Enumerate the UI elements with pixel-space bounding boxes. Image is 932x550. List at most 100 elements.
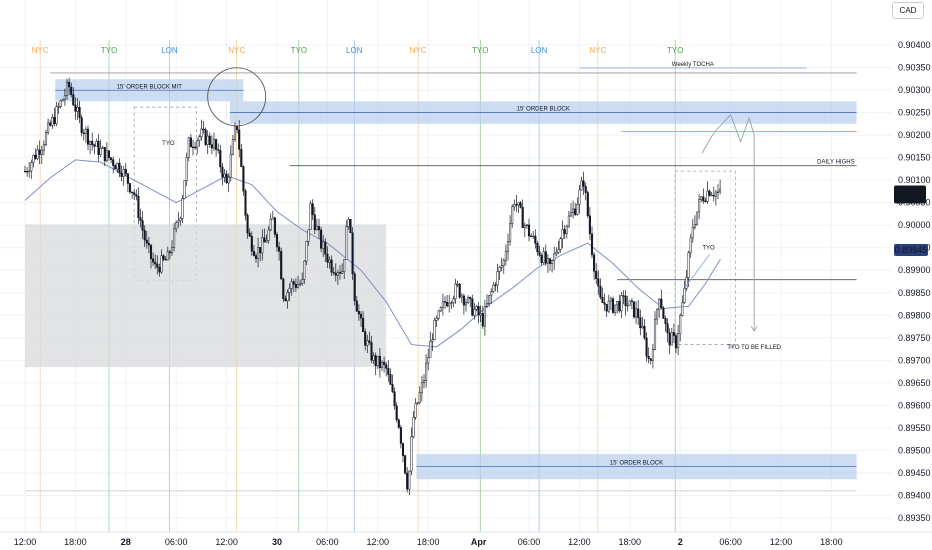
time-tick-label: 12:00 — [568, 537, 591, 547]
candle-body — [200, 128, 203, 137]
candle-body — [481, 313, 484, 327]
candle-body — [47, 122, 50, 133]
candle-body — [53, 117, 56, 124]
box-label: TYO — [162, 141, 175, 147]
candle-body — [324, 241, 327, 255]
time-tick-label: 06:00 — [165, 537, 188, 547]
last-price-label: 0.90068 — [896, 196, 923, 205]
candle-body — [450, 302, 453, 304]
candle-body — [51, 117, 54, 126]
candle-body — [559, 238, 562, 250]
time-tick-label: Apr — [471, 537, 487, 547]
time-tick-label: 06:00 — [316, 537, 339, 547]
candle-body — [572, 208, 575, 213]
candle-body — [439, 307, 442, 312]
candle-body — [383, 361, 386, 365]
candle-body — [141, 220, 144, 231]
candle-body — [257, 247, 260, 259]
candle-body — [414, 403, 417, 418]
session-label: TYO — [101, 46, 117, 55]
candle-body — [555, 252, 558, 255]
candle-body — [534, 235, 537, 244]
candle-body — [443, 301, 447, 303]
candle-body — [708, 190, 711, 196]
candle-body — [343, 259, 346, 272]
candle-body — [233, 125, 237, 140]
candle-body — [603, 302, 606, 305]
candle-body — [460, 295, 463, 298]
projection: TYO TO BE FILLED — [684, 113, 782, 351]
candle-body — [647, 356, 650, 360]
session-label: NYC — [589, 46, 606, 55]
candle-body — [164, 258, 167, 261]
price-tick-label: 0.89500 — [898, 445, 931, 455]
candle-body — [78, 107, 81, 118]
candle-body — [433, 320, 436, 340]
candle-body — [286, 292, 289, 301]
candle-body — [118, 162, 121, 174]
candle-body — [605, 304, 608, 312]
candle-body — [349, 219, 352, 234]
candle-body — [626, 304, 629, 307]
time-tick-label: 28 — [121, 537, 131, 547]
currency-label[interactable]: CAD — [892, 2, 924, 19]
time-tick-label: 18:00 — [64, 537, 87, 547]
candle-body — [173, 228, 176, 248]
candle-body — [420, 382, 423, 393]
candle-body — [576, 203, 579, 215]
candle-body — [353, 273, 356, 302]
candle-body — [467, 297, 470, 303]
candle-body — [357, 311, 360, 315]
session-label: TYO — [472, 46, 488, 55]
candle-body — [374, 355, 377, 367]
candle-body — [393, 391, 396, 407]
candle-body — [368, 340, 371, 343]
candle-body — [72, 94, 75, 106]
candle-body — [231, 139, 234, 155]
candle-body — [658, 298, 661, 310]
candle-body — [208, 135, 211, 145]
candle-body — [527, 224, 531, 237]
candle-body — [34, 154, 37, 159]
candle-body — [586, 192, 589, 217]
candle-body — [611, 298, 615, 313]
candle-body — [242, 166, 245, 192]
candle-body — [236, 125, 239, 131]
candle-body — [267, 229, 270, 241]
session-label: LON — [161, 46, 178, 55]
candle-body — [191, 146, 195, 149]
candle-body — [116, 162, 119, 170]
candle-body — [44, 132, 48, 145]
candle-body — [704, 200, 707, 202]
candle-body — [427, 357, 430, 364]
candle-body — [210, 144, 213, 149]
candle-body — [261, 237, 264, 254]
candle-body — [406, 472, 409, 490]
candle-body — [32, 154, 35, 163]
candle-body — [685, 277, 688, 289]
candle-body — [107, 150, 111, 158]
candle-body — [542, 251, 545, 263]
candle-body — [477, 306, 480, 316]
time-tick-label: 06:00 — [518, 537, 541, 547]
price-tick-label: 0.90300 — [898, 85, 931, 95]
candle-body — [597, 278, 600, 287]
candle-body — [622, 295, 625, 297]
candle-body — [347, 219, 350, 228]
candle-body — [456, 283, 459, 286]
candle-body — [599, 285, 602, 298]
candle-body — [89, 141, 92, 145]
candle-body — [691, 227, 694, 239]
session-label: TYO — [291, 46, 307, 55]
candle-body — [548, 258, 552, 264]
candle-body — [38, 149, 41, 155]
candle-body — [133, 192, 136, 195]
candle-body — [479, 313, 482, 316]
candle-body — [317, 226, 321, 231]
candle-body — [271, 217, 274, 220]
candle-body — [217, 149, 220, 151]
price-tick-label: 0.89700 — [898, 355, 931, 365]
price-tick-label: 0.89900 — [898, 265, 931, 275]
candle-body — [500, 265, 503, 268]
